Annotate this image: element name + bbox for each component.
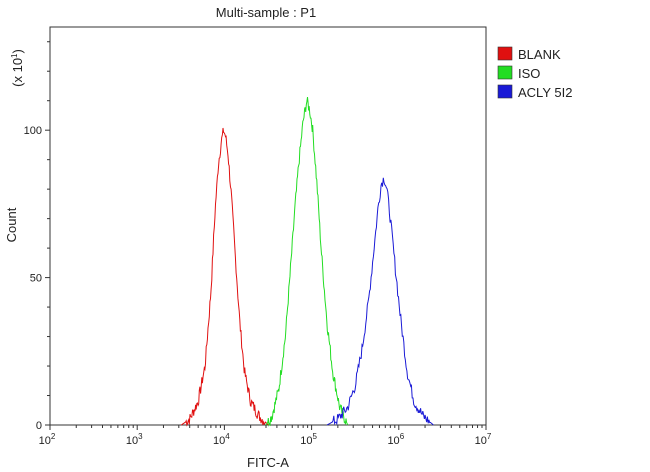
x-tick-label: 105 <box>300 432 317 447</box>
x-tick-label: 102 <box>39 432 56 447</box>
series-line-blank <box>180 127 269 427</box>
y-axis-label: Count <box>4 207 19 242</box>
series-line-iso <box>265 97 349 427</box>
y-multiplier-exp: 1 <box>10 53 19 58</box>
series-lines <box>180 97 434 427</box>
y-multiplier: (x 101) <box>10 49 25 87</box>
series-line-acly-5i2 <box>326 177 434 426</box>
legend-label: BLANK <box>518 47 561 62</box>
x-axis-ticks: 102 103 104 105 106 107 <box>39 425 492 447</box>
x-tick-label: 104 <box>213 432 230 447</box>
x-tick-label: 106 <box>387 432 404 447</box>
plot-area <box>49 26 487 426</box>
y-tick-label: 100 <box>24 125 42 137</box>
x-axis-label: FITC-A <box>247 455 289 470</box>
y-tick-label: 50 <box>30 273 42 285</box>
legend-swatch <box>497 46 513 61</box>
y-axis-ticks: 0 50 100 <box>24 41 50 432</box>
legend-swatch <box>497 65 513 80</box>
y-tick-label: 0 <box>36 420 42 432</box>
x-tick-label: 103 <box>126 432 143 447</box>
legend: BLANK ISO ACLY 5I2 <box>497 46 572 100</box>
legend-label: ISO <box>518 66 540 81</box>
legend-label: ACLY 5I2 <box>518 85 572 100</box>
legend-swatch <box>497 84 513 99</box>
chart-title: Multi-sample : P1 <box>216 5 316 20</box>
y-multiplier-base: (x 10 <box>10 58 25 87</box>
x-tick-label: 107 <box>475 432 492 447</box>
